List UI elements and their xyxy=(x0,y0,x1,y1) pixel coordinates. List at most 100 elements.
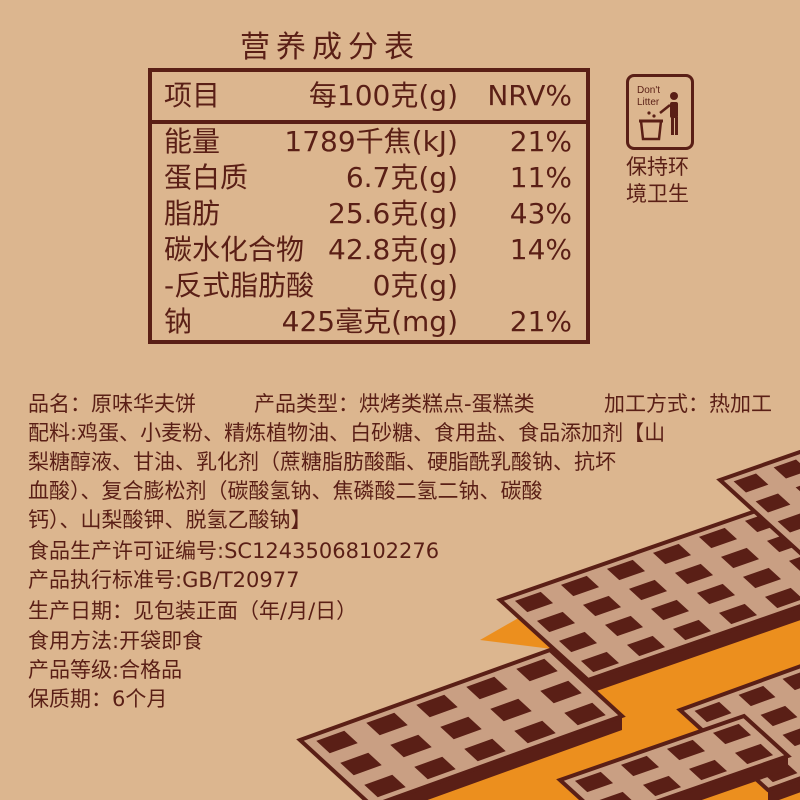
waffle-cell xyxy=(490,698,532,722)
header-nrv: NRV% xyxy=(487,79,572,112)
row-amount: 25.6克(g) xyxy=(328,197,458,230)
waffle-cell xyxy=(642,775,682,797)
row-nrv: 43% xyxy=(509,197,572,230)
waffle-cell xyxy=(688,759,728,781)
ingredients-line: 梨糖醇液、甘油、乳化剂（蔗糖脂肪酸酯、硬脂酰乳酸钠、抗坏 xyxy=(28,450,616,474)
waffle-cell xyxy=(694,701,732,723)
product-type-line: 产品类型：烘烤类糕点-蛋糕类 xyxy=(254,390,535,419)
waffle-cell xyxy=(599,791,632,800)
waffle-cell xyxy=(414,756,456,780)
waffle-cell xyxy=(718,603,758,625)
nutrition-title: 营养成分表 xyxy=(240,30,420,65)
waffle-2 xyxy=(716,449,800,556)
product-line: 品名：原味华夫饼 xyxy=(28,390,196,419)
waffle-cell xyxy=(582,595,622,617)
waffle-cell xyxy=(738,685,776,707)
waffle-cell xyxy=(777,513,800,533)
waffle-cell xyxy=(514,720,556,744)
production-date: 生产日期：见包装正面（年/月/日） xyxy=(28,599,358,623)
keep-clean-caption: 保持环 境卫生 xyxy=(626,154,706,208)
waffle-cell xyxy=(626,635,666,657)
row-nrv: 21% xyxy=(509,125,572,158)
dont-litter-text: Don't xyxy=(637,85,661,96)
row-nrv: 11% xyxy=(509,161,572,194)
waffle-cell xyxy=(540,680,582,704)
caption-line: 保持环 xyxy=(626,155,689,179)
waffle-cell xyxy=(466,676,508,700)
nutrition-table: 项目 每100克(g) NRV% 能量 1789千焦(kJ) 21% 蛋白质 6… xyxy=(148,68,590,344)
waffle-cell xyxy=(672,619,712,641)
waffle-cell xyxy=(440,716,482,740)
shelf-life: 保质期：6个月 xyxy=(28,687,168,711)
license-number: 食品生产许可证编号:SC12435068102276 xyxy=(28,539,440,563)
person-trash-icon xyxy=(639,92,678,141)
row-name: 蛋白质 xyxy=(164,161,249,194)
waffle-cell xyxy=(698,527,738,549)
processing-method: 加工方式：热加工 xyxy=(604,392,772,416)
usage-method: 食用方法:开袋即食 xyxy=(28,629,204,653)
header-per100g: 每100克(g) xyxy=(308,79,458,112)
waffle-cell xyxy=(755,493,791,513)
dont-litter-text: Litter xyxy=(637,97,660,108)
waffle-cell xyxy=(340,752,382,776)
waffle-cell xyxy=(364,774,406,798)
ingredients-line: 血酸）、复合膨松剂（碳酸氢钠、焦磷酸二氢二钠、碳酸 xyxy=(28,479,543,503)
row-amount: 1789千焦(kJ) xyxy=(284,125,458,158)
table-header: 项目 每100克(g) NRV% xyxy=(152,72,586,124)
caption-line: 境卫生 xyxy=(626,182,689,206)
waffle-cell xyxy=(558,631,598,653)
waffle-cell xyxy=(606,559,646,581)
waffle-cell xyxy=(464,738,506,762)
waffle-cell xyxy=(652,543,692,565)
row-amount: 0克(g) xyxy=(372,269,458,302)
waffle-cell xyxy=(620,755,660,777)
waffle-cell xyxy=(764,587,800,609)
waffle-cell xyxy=(666,739,706,761)
row-name: 能量 xyxy=(164,125,221,158)
waffle-cell xyxy=(536,611,576,633)
waffle-cell xyxy=(795,485,800,492)
waffle-3 xyxy=(296,647,626,800)
waffle-cell xyxy=(712,723,752,745)
waffle-cell xyxy=(560,575,600,597)
product-grade: 产品等级:合格品 xyxy=(28,658,183,682)
ingredients-line: 配料:鸡蛋、小麦粉、精炼植物油、白砂糖、食用盐、食品添加剂【山 xyxy=(28,421,666,445)
waffle-cell xyxy=(760,705,798,727)
row-nrv: 21% xyxy=(509,305,572,338)
processing-line: 加工方式：热加工 xyxy=(604,390,772,419)
waffle-cell xyxy=(674,563,714,585)
waffle-cell xyxy=(390,734,432,758)
ingredients-line: 钙）、山梨酸钾、脱氢乙酸钠】 xyxy=(28,508,312,532)
waffle-cell xyxy=(733,473,769,493)
waffle-cell xyxy=(604,615,644,637)
waffle-cell xyxy=(516,658,558,682)
waffle-1 xyxy=(496,501,800,694)
row-amount: 425毫克(mg) xyxy=(281,305,458,338)
waffle-cell xyxy=(628,579,668,601)
row-nrv: 14% xyxy=(509,233,572,266)
waffle-cell xyxy=(514,591,554,613)
waffle-cell xyxy=(734,743,774,765)
row-name: 碳水化合物 xyxy=(164,233,305,266)
waffle-cell xyxy=(696,583,736,605)
waffle-cell xyxy=(650,599,690,621)
waffle-cell xyxy=(782,672,800,691)
waffle-cell xyxy=(574,771,614,793)
waffle-cell xyxy=(773,459,800,479)
waffle-5 xyxy=(556,713,792,800)
row-amount: 42.8克(g) xyxy=(328,233,458,266)
row-name: 脂肪 xyxy=(164,197,221,230)
dont-litter-icon: Don't Litter xyxy=(626,74,694,150)
header-item: 项目 xyxy=(164,79,221,112)
row-amount: 6.7克(g) xyxy=(345,161,458,194)
row-name: -反式脂肪酸 xyxy=(164,269,315,302)
waffle-cell xyxy=(564,702,606,726)
product-name: 品名：原味华夫饼 xyxy=(28,392,196,416)
waffle-cell xyxy=(416,694,458,718)
waffle-cell xyxy=(788,557,800,571)
waffle-cell xyxy=(366,712,408,736)
standard-number: 产品执行标准号:GB/T20977 xyxy=(28,568,300,592)
waffle-cell xyxy=(720,547,760,569)
row-name: 钠 xyxy=(164,305,193,338)
